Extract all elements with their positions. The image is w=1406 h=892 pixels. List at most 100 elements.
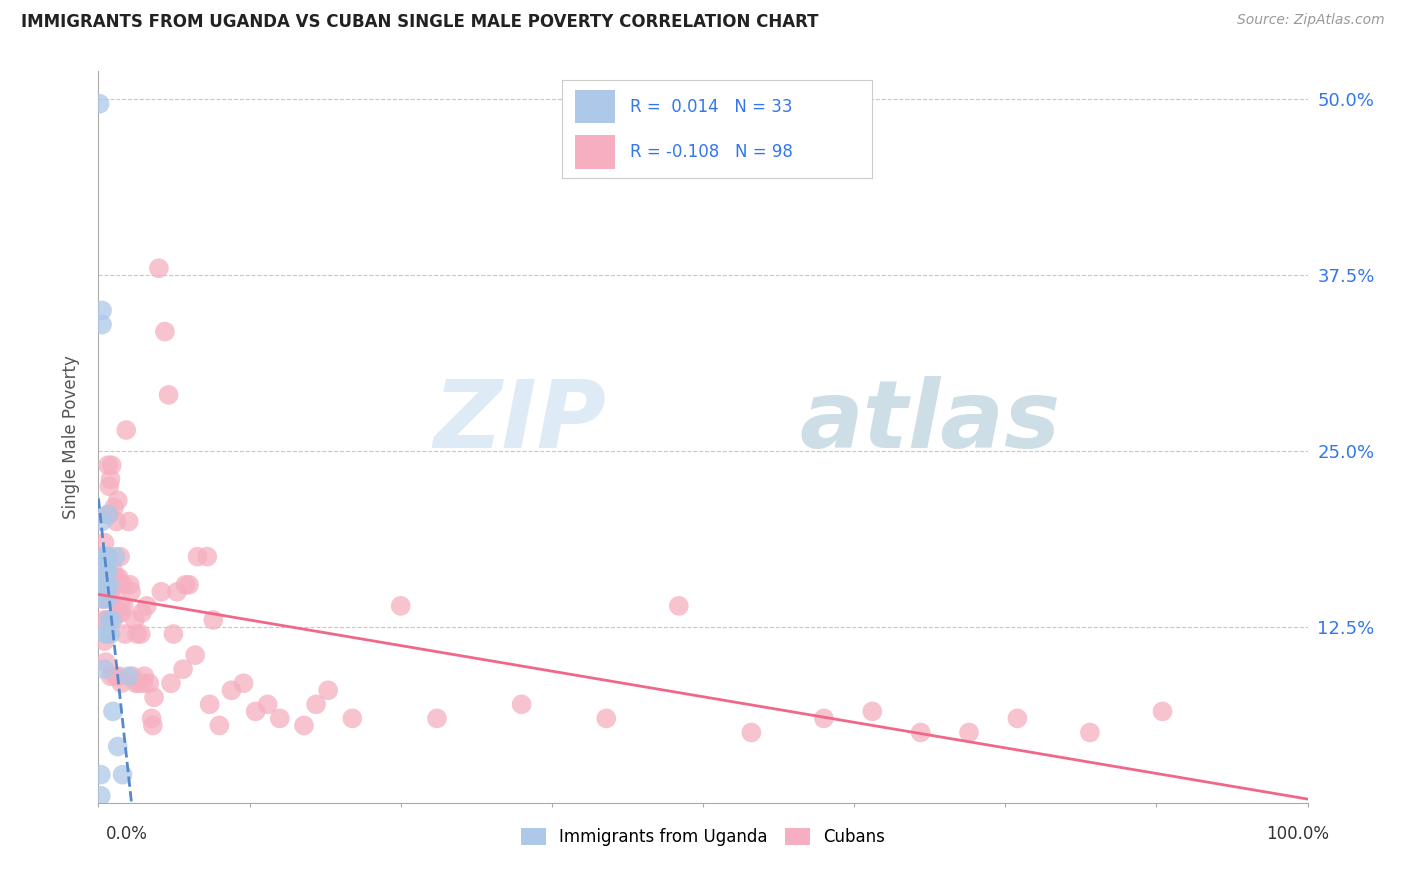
Point (98, 479, 121, 493)
Point (148, 261, 170, 276)
Point (94, 549, 117, 564)
Point (98, 578, 121, 592)
Point (105, 571, 128, 585)
Point (96, 549, 118, 564)
Point (179, 578, 201, 592)
Point (108, 549, 131, 564)
Point (269, 711, 291, 725)
Point (141, 711, 163, 725)
Point (90, 789, 112, 803)
Point (96, 613, 118, 627)
Point (187, 549, 209, 564)
Point (221, 683, 243, 698)
Point (910, 725, 932, 739)
Point (120, 584, 142, 599)
Point (184, 648, 207, 662)
Point (91, 557, 114, 571)
Point (172, 662, 194, 676)
Point (90, 578, 112, 592)
Point (101, 613, 124, 627)
Bar (575, 136, 614, 169)
Y-axis label: Single Male Poverty: Single Male Poverty (62, 355, 80, 519)
Point (93, 535, 115, 549)
Point (108, 599, 131, 613)
Point (97, 591, 120, 606)
Point (97, 458, 120, 473)
Point (135, 599, 157, 613)
Point (132, 676, 155, 690)
Point (162, 627, 184, 641)
Text: 100.0%: 100.0% (1265, 825, 1329, 843)
Point (91, 591, 114, 606)
Point (93, 549, 115, 564)
Point (107, 493, 129, 508)
Point (131, 606, 153, 620)
Point (100, 584, 122, 599)
Point (91, 591, 114, 606)
Text: ZIP: ZIP (433, 376, 606, 468)
Point (91, 578, 114, 592)
Point (110, 676, 132, 690)
Point (101, 564, 124, 578)
Point (96, 564, 118, 578)
Point (166, 584, 188, 599)
Point (100, 591, 122, 606)
Point (342, 711, 364, 725)
Point (94, 549, 117, 564)
Point (142, 718, 165, 732)
Point (860, 705, 883, 719)
Point (957, 725, 980, 739)
Point (93, 578, 115, 592)
Point (740, 725, 762, 739)
Point (91, 303, 114, 318)
Point (93, 662, 115, 676)
Point (90, 767, 112, 781)
Point (105, 515, 128, 529)
Point (195, 549, 218, 564)
Point (208, 718, 231, 732)
Point (100, 669, 122, 683)
Point (101, 705, 124, 719)
Point (134, 669, 156, 683)
Point (118, 578, 141, 592)
Point (98, 613, 121, 627)
Point (100, 472, 122, 486)
Point (94, 627, 117, 641)
Point (813, 711, 835, 725)
Point (107, 606, 129, 620)
Point (91, 549, 114, 564)
Point (127, 676, 149, 690)
Point (91, 571, 114, 585)
Point (104, 669, 127, 683)
Point (96, 578, 118, 592)
Point (668, 599, 690, 613)
Point (202, 613, 225, 627)
Point (124, 613, 146, 627)
Point (143, 690, 166, 705)
Point (94, 655, 117, 669)
Point (316, 683, 339, 698)
Point (115, 423, 138, 437)
Point (89, 96, 111, 111)
Text: 0.0%: 0.0% (105, 825, 148, 843)
Point (104, 578, 127, 592)
Point (174, 578, 197, 592)
Point (110, 606, 132, 620)
Point (150, 584, 173, 599)
Point (256, 698, 278, 712)
Point (198, 698, 221, 712)
Point (96, 627, 118, 641)
Point (97, 508, 120, 522)
Point (157, 388, 180, 402)
Point (160, 676, 183, 690)
Bar (575, 90, 614, 123)
Point (305, 698, 328, 712)
Text: R = -0.108   N = 98: R = -0.108 N = 98 (630, 143, 793, 161)
Point (112, 599, 135, 613)
Point (114, 627, 136, 641)
Text: atlas: atlas (800, 376, 1062, 468)
Point (107, 739, 129, 754)
Point (292, 718, 315, 732)
Point (91, 515, 114, 529)
Point (232, 676, 254, 690)
